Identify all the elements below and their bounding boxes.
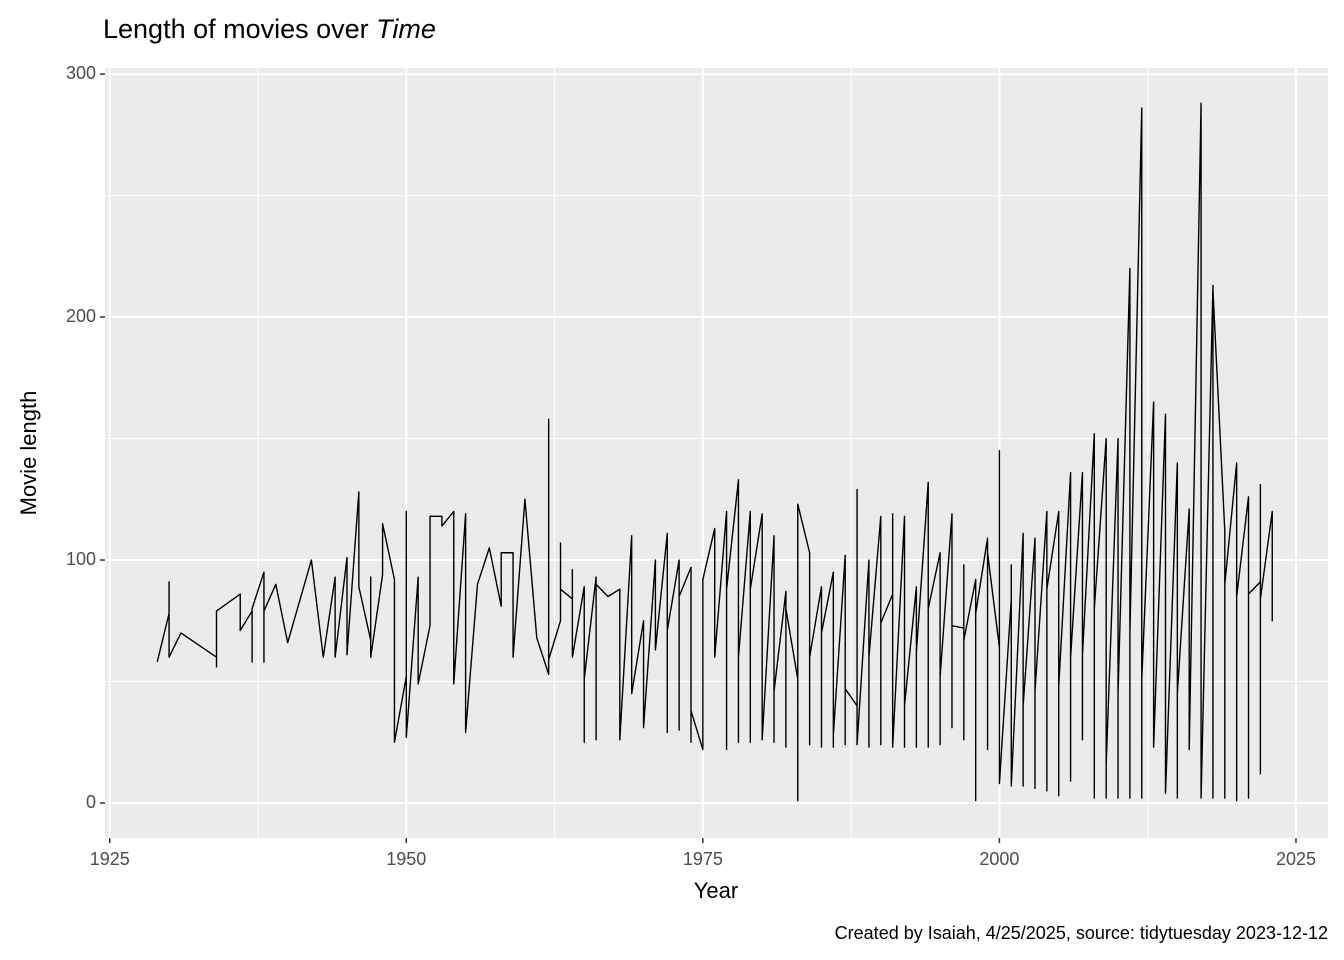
title-text: Length of movies over [103,14,369,44]
caption: Created by Isaiah, 4/25/2025, source: ti… [835,923,1328,943]
x-axis-title: Year [694,878,738,903]
y-tick-label: 200 [66,306,96,326]
y-tick-label: 300 [66,63,96,83]
x-tick-label: 1975 [683,849,723,869]
chart-title: Length of movies over Time [103,14,436,44]
y-axis-title: Movie length [16,391,41,516]
x-tick-label: 2025 [1276,849,1316,869]
data-line [156,102,1273,802]
panel [105,68,1328,838]
x-tick-label: 1950 [386,849,426,869]
x-tick-label: 2000 [979,849,1019,869]
title-italic: Time [376,14,436,44]
y-tick-label: 0 [86,792,96,812]
x-tick-label: 1925 [90,849,130,869]
y-tick-label: 100 [66,549,96,569]
